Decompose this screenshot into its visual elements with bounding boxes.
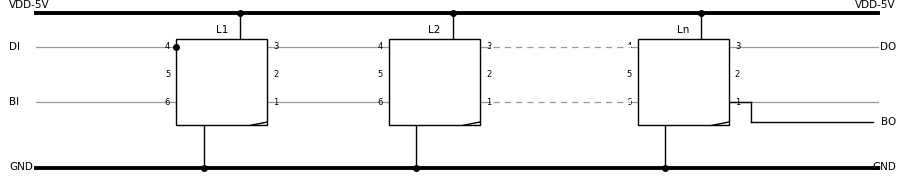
Text: 1: 1: [273, 98, 279, 107]
Text: DI: DI: [395, 42, 404, 51]
Text: 3: 3: [273, 42, 279, 51]
Text: GND: GND: [395, 70, 415, 79]
Text: 6: 6: [626, 98, 632, 107]
Text: 4: 4: [377, 42, 383, 51]
Text: VCC: VCC: [243, 70, 262, 79]
Text: DI: DI: [9, 42, 20, 52]
Text: 1: 1: [486, 98, 491, 107]
Text: DO: DO: [880, 42, 896, 52]
Text: L1: L1: [215, 25, 228, 35]
Text: DI: DI: [182, 42, 191, 51]
Text: L2: L2: [428, 25, 441, 35]
Text: BI: BI: [9, 97, 19, 107]
Text: DO: DO: [248, 42, 262, 51]
Text: BI: BI: [643, 98, 653, 107]
Text: 6: 6: [377, 98, 383, 107]
Text: GND: GND: [872, 162, 896, 172]
Bar: [638, 39, 729, 125]
Text: GND: GND: [182, 70, 203, 79]
Text: GND: GND: [643, 70, 664, 79]
Bar: [389, 39, 480, 125]
Text: 5: 5: [165, 70, 170, 79]
Text: DO: DO: [461, 42, 474, 51]
Text: 5: 5: [377, 70, 383, 79]
Text: 1: 1: [735, 98, 740, 107]
Text: BO: BO: [249, 98, 262, 107]
Text: 5: 5: [626, 70, 632, 79]
Bar: [176, 39, 267, 125]
Text: GND: GND: [9, 162, 33, 172]
Text: DO: DO: [710, 42, 723, 51]
Text: DI: DI: [643, 42, 653, 51]
Text: VDD-5V: VDD-5V: [9, 0, 50, 10]
Text: 4: 4: [165, 42, 170, 51]
Text: BI: BI: [182, 98, 191, 107]
Text: BO: BO: [710, 98, 723, 107]
Text: 4: 4: [626, 42, 632, 51]
Text: Ln: Ln: [677, 25, 690, 35]
Text: BI: BI: [395, 98, 404, 107]
Text: 2: 2: [735, 70, 740, 79]
Text: 2: 2: [273, 70, 279, 79]
Text: VCC: VCC: [455, 70, 474, 79]
Text: BO: BO: [881, 117, 896, 127]
Text: 3: 3: [735, 42, 740, 51]
Text: BO: BO: [462, 98, 474, 107]
Text: 3: 3: [486, 42, 491, 51]
Text: 6: 6: [165, 98, 170, 107]
Text: VCC: VCC: [704, 70, 723, 79]
Text: 2: 2: [486, 70, 491, 79]
Text: VDD-5V: VDD-5V: [855, 0, 896, 10]
